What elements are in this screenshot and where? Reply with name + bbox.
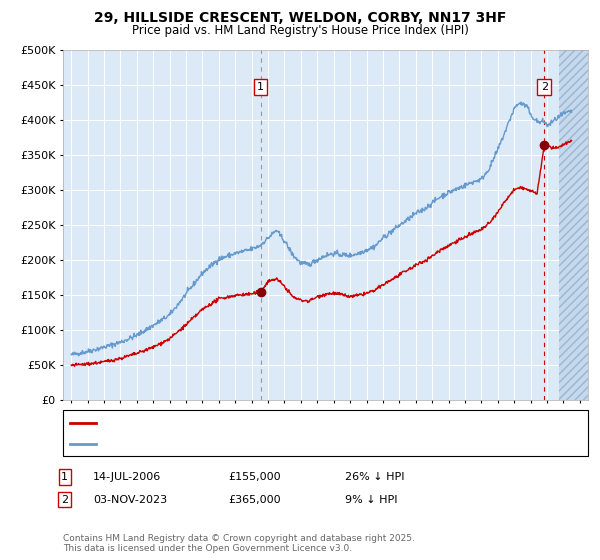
Text: 1: 1	[61, 472, 68, 482]
Text: 29, HILLSIDE CRESCENT, WELDON, CORBY, NN17 3HF (detached house): 29, HILLSIDE CRESCENT, WELDON, CORBY, NN…	[100, 418, 474, 428]
Text: 1: 1	[257, 82, 264, 92]
Text: Price paid vs. HM Land Registry's House Price Index (HPI): Price paid vs. HM Land Registry's House …	[131, 24, 469, 36]
Text: 03-NOV-2023: 03-NOV-2023	[93, 494, 167, 505]
Text: 29, HILLSIDE CRESCENT, WELDON, CORBY, NN17 3HF: 29, HILLSIDE CRESCENT, WELDON, CORBY, NN…	[94, 11, 506, 25]
Text: 14-JUL-2006: 14-JUL-2006	[93, 472, 161, 482]
Text: Contains HM Land Registry data © Crown copyright and database right 2025.
This d: Contains HM Land Registry data © Crown c…	[63, 534, 415, 553]
Text: 9% ↓ HPI: 9% ↓ HPI	[345, 494, 398, 505]
Text: 2: 2	[61, 494, 68, 505]
Text: 2: 2	[541, 82, 548, 92]
Text: HPI: Average price, detached house, North Northamptonshire: HPI: Average price, detached house, Nort…	[100, 438, 421, 449]
Text: £155,000: £155,000	[228, 472, 281, 482]
Text: 26% ↓ HPI: 26% ↓ HPI	[345, 472, 404, 482]
Text: £365,000: £365,000	[228, 494, 281, 505]
